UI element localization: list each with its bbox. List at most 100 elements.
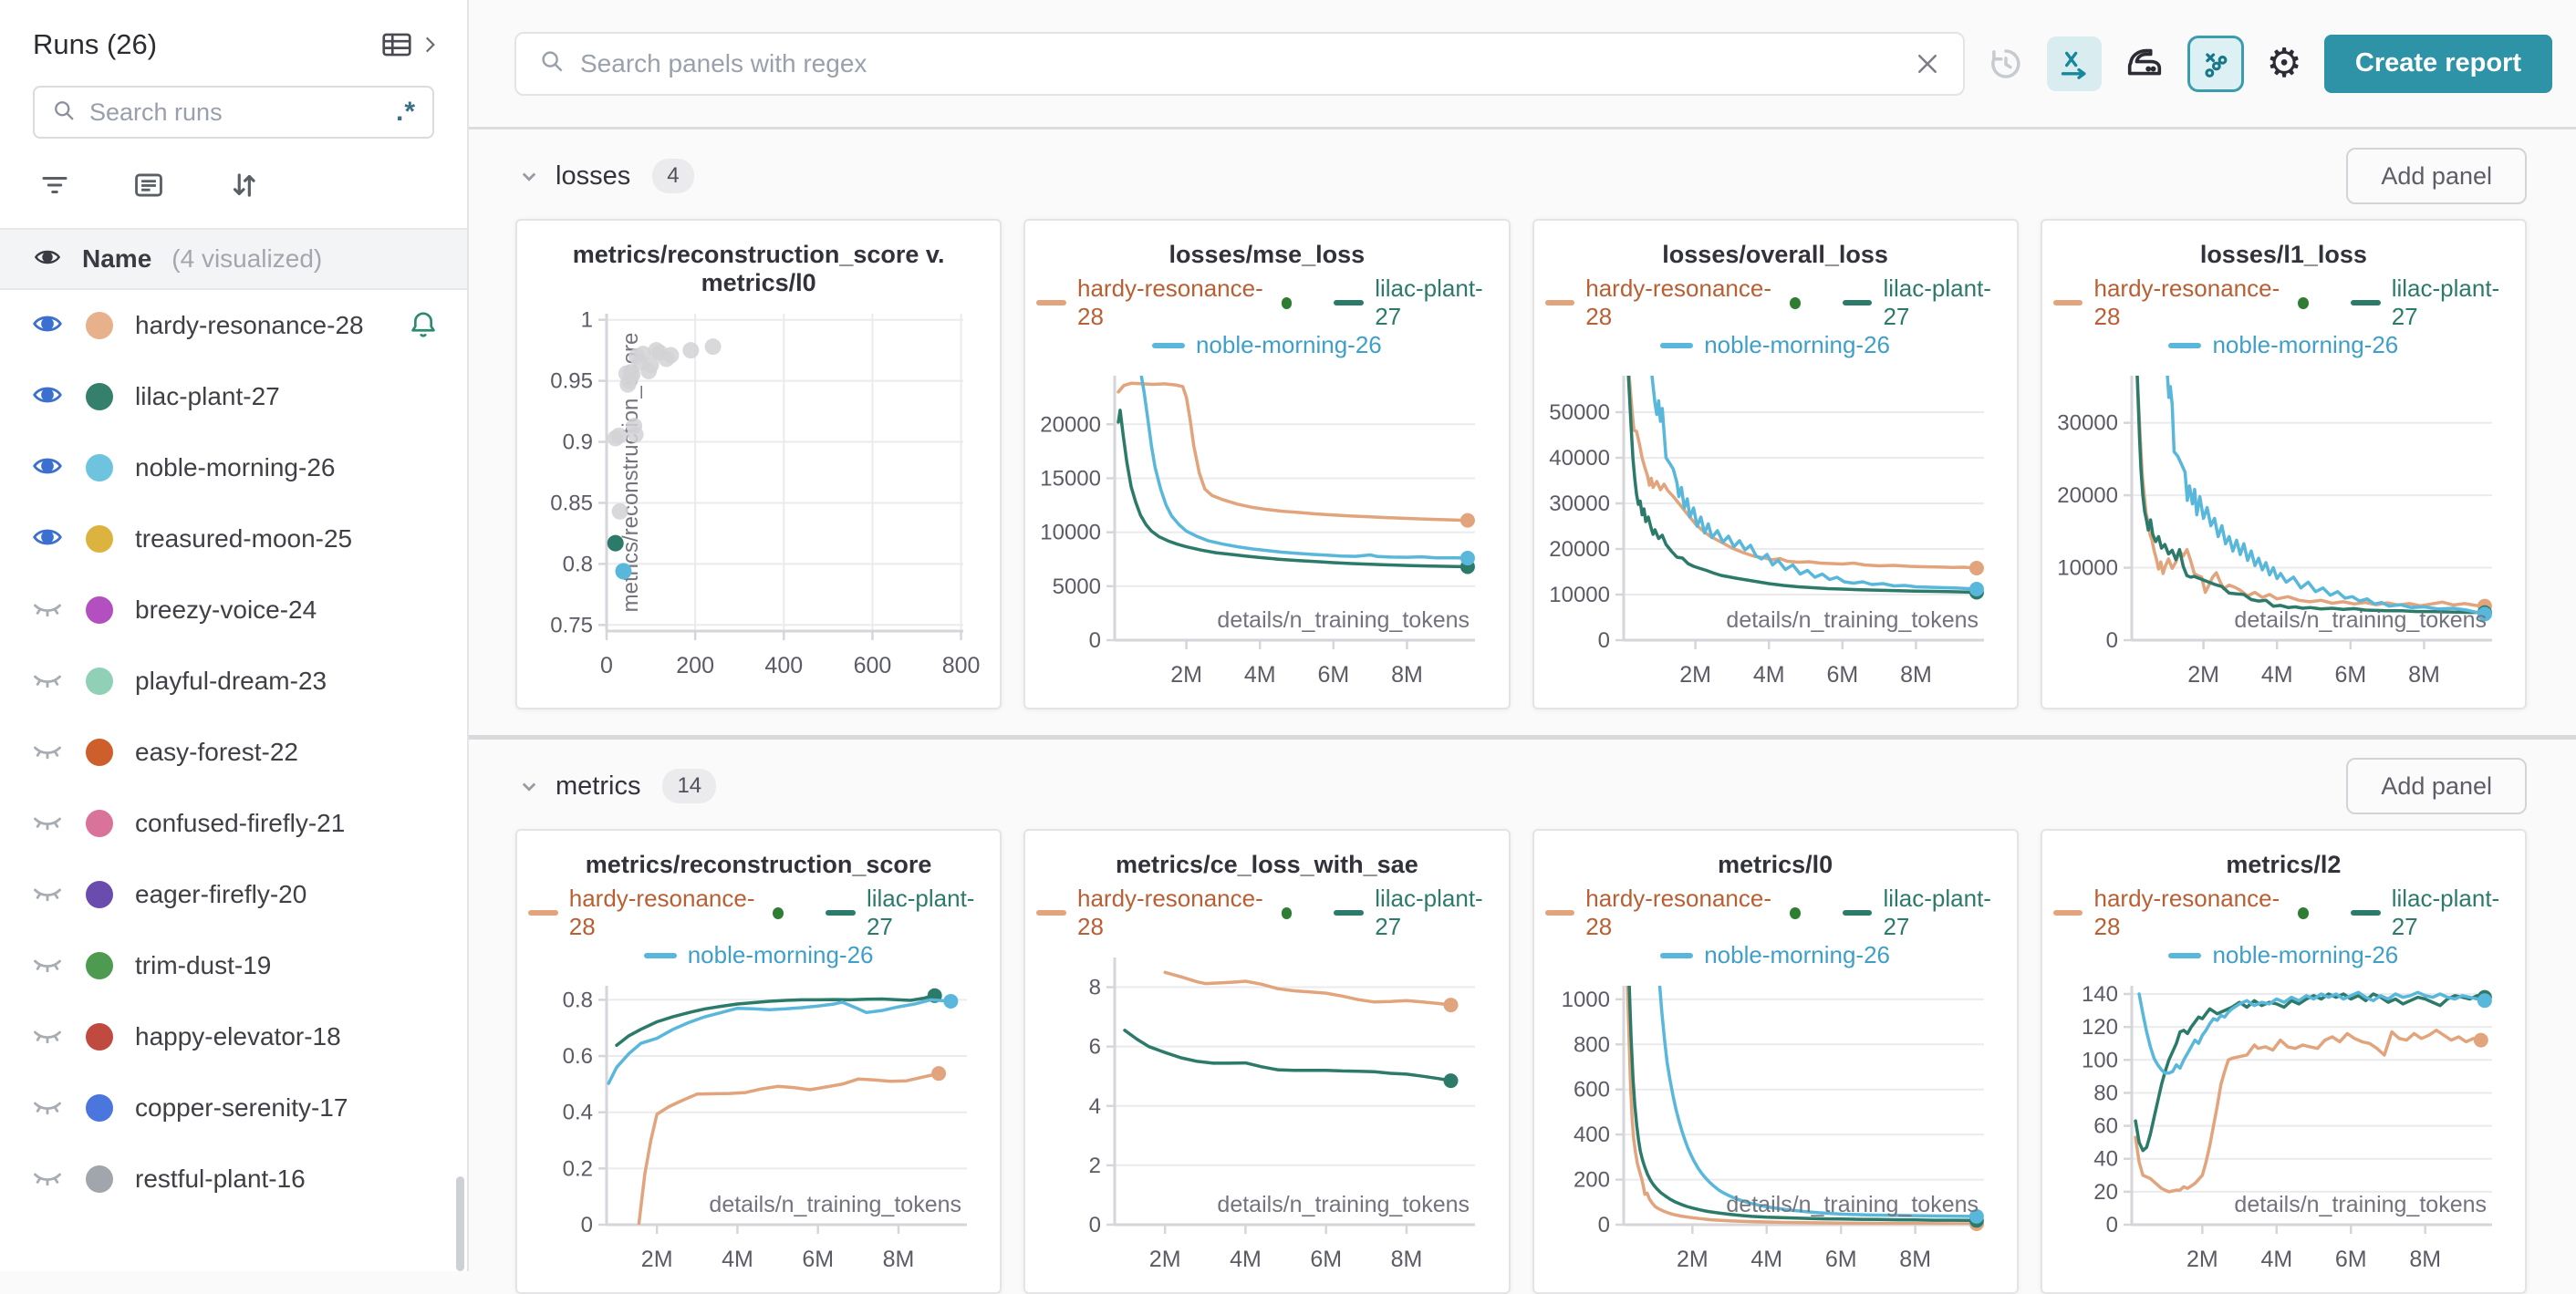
chart-canvas[interactable]: 0 10000 20000 30000 2M 4M 6M 8M details/n_traini…	[2053, 363, 2514, 700]
run-row[interactable]: treasured-moon-25	[0, 503, 467, 575]
section-name[interactable]: losses	[556, 160, 631, 191]
chart-canvas[interactable]: 0 5000 10000 15000 20000 2M 4M 6M 8M details/n_tr…	[1036, 363, 1497, 700]
eye-closed-icon[interactable]	[31, 1019, 64, 1056]
run-name[interactable]: eager-firefly-20	[135, 880, 307, 908]
run-row[interactable]: breezy-voice-24	[0, 575, 467, 646]
group-list-icon[interactable]	[131, 168, 166, 202]
svg-text:2M: 2M	[1679, 662, 1711, 688]
section-name[interactable]: metrics	[556, 771, 641, 801]
run-name[interactable]: hardy-resonance-28	[135, 311, 364, 339]
chart-canvas[interactable]: 0 10000 20000 30000 40000 50000 2M 4M 6M 8M detail…	[1545, 363, 2006, 700]
panel-title: losses/overall_loss	[1662, 241, 1888, 268]
eye-closed-icon[interactable]	[31, 805, 64, 843]
run-name[interactable]: playful-dream-23	[135, 667, 327, 695]
svg-text:0: 0	[581, 1213, 593, 1237]
run-row[interactable]: happy-elevator-18	[0, 1001, 467, 1072]
panel-card[interactable]: losses/overall_loss hardy-resonance-28 li…	[1532, 219, 2019, 709]
svg-text:600: 600	[854, 653, 892, 678]
show-outliers-icon[interactable]	[2187, 35, 2245, 92]
svg-text:8M: 8M	[1899, 1247, 1931, 1272]
run-color-dot	[86, 881, 113, 908]
section-divider[interactable]	[469, 735, 2576, 740]
run-row[interactable]: copper-serenity-17	[0, 1072, 467, 1144]
run-name[interactable]: happy-elevator-18	[135, 1022, 341, 1051]
sort-icon[interactable]	[226, 168, 261, 202]
svg-text:15000: 15000	[1041, 466, 1102, 491]
run-name[interactable]: lilac-plant-27	[135, 382, 280, 410]
svg-text:6: 6	[1089, 1035, 1101, 1060]
eye-closed-icon[interactable]	[31, 1161, 64, 1198]
panel-card[interactable]: metrics/reconstruction_score v. metrics/…	[515, 219, 1002, 709]
eye-open-icon[interactable]	[31, 450, 64, 487]
eye-closed-icon[interactable]	[31, 876, 64, 914]
chart-canvas[interactable]: 0 0.2 0.4 0.6 0.8 2M 4M 6M 8M details/n_training_…	[528, 973, 989, 1285]
run-name[interactable]: treasured-moon-25	[135, 524, 353, 553]
add-panel-button[interactable]: Add panel	[2346, 758, 2527, 814]
run-name[interactable]: restful-plant-16	[135, 1165, 306, 1193]
run-row[interactable]: hardy-resonance-28	[0, 290, 467, 361]
search-runs-input[interactable]: Search runs .*	[33, 86, 434, 139]
filter-icon[interactable]	[38, 169, 71, 202]
add-panel-button[interactable]: Add panel	[2346, 148, 2527, 204]
visibility-eye-icon[interactable]	[33, 243, 62, 276]
eye-closed-icon[interactable]	[31, 1090, 64, 1127]
eye-open-icon[interactable]	[31, 521, 64, 558]
expand-sidebar-chevron-icon[interactable]	[418, 33, 441, 57]
run-name[interactable]: easy-forest-22	[135, 738, 298, 766]
panel-card[interactable]: metrics/ce_loss_with_sae hardy-resonance…	[1023, 829, 1511, 1294]
settings-gear-icon[interactable]: ⚙	[2266, 40, 2302, 86]
chart-canvas[interactable]: 0 200 400 600 800 1000 2M 4M 6M 8M details/n_train…	[1545, 973, 2006, 1285]
run-name[interactable]: confused-firefly-21	[135, 809, 346, 837]
eye-open-icon[interactable]	[31, 307, 64, 345]
history-icon[interactable]	[1987, 45, 2025, 83]
run-row[interactable]: lilac-plant-27	[0, 361, 467, 432]
clear-search-icon[interactable]	[1914, 50, 1941, 78]
eye-open-icon[interactable]	[31, 378, 64, 416]
run-state-dot	[1789, 906, 1801, 919]
panel-card[interactable]: metrics/l2 hardy-resonance-28 lilac-plant…	[2040, 829, 2527, 1294]
run-row[interactable]: playful-dream-23	[0, 646, 467, 717]
run-state-dot	[773, 906, 784, 919]
panel-card[interactable]: metrics/reconstruction_score hardy-reson…	[515, 829, 1002, 1294]
chevron-down-icon[interactable]	[515, 772, 543, 800]
svg-text:details/n_training_tokens: details/n_training_tokens	[1726, 1192, 1979, 1217]
chart-canvas[interactable]: 0 20 40 60 80 100 120 140 2M 4M 6M 8M details/n_trai…	[2053, 973, 2514, 1285]
run-state-dot	[2298, 296, 2309, 309]
run-name[interactable]: noble-morning-26	[135, 453, 336, 481]
panel-card[interactable]: losses/l1_loss hardy-resonance-28 lilac-p…	[2040, 219, 2527, 709]
run-row[interactable]: trim-dust-19	[0, 930, 467, 1001]
eye-closed-icon[interactable]	[31, 663, 64, 700]
panel-card[interactable]: losses/mse_loss hardy-resonance-28 lilac-…	[1023, 219, 1511, 709]
regex-toggle[interactable]: .*	[395, 97, 416, 127]
run-row[interactable]: eager-firefly-20	[0, 859, 467, 930]
run-state-dot	[1281, 296, 1293, 309]
svg-text:4M: 4M	[2260, 1247, 2292, 1272]
search-panels-input[interactable]: Search panels with regex	[514, 31, 1966, 96]
run-row[interactable]: restful-plant-16	[0, 1144, 467, 1215]
chart-canvas[interactable]: 0 2 4 6 8 2M 4M 6M 8M details/n_training_tokens	[1036, 945, 1497, 1285]
chevron-down-icon[interactable]	[515, 162, 543, 190]
legend-run-name: noble-morning-26	[1704, 331, 1891, 358]
bell-icon[interactable]	[407, 309, 440, 342]
eye-closed-icon[interactable]	[31, 734, 64, 771]
svg-text:20000: 20000	[1041, 412, 1102, 437]
panel-card[interactable]: metrics/l0 hardy-resonance-28 lilac-plant…	[1532, 829, 2019, 1294]
legend-item: noble-morning-26	[1151, 331, 1382, 359]
eye-closed-icon[interactable]	[31, 592, 64, 629]
x-axis-settings-icon[interactable]	[2047, 36, 2103, 91]
smoothing-iron-icon[interactable]	[2124, 43, 2166, 85]
svg-text:6M: 6M	[802, 1247, 834, 1272]
create-report-button[interactable]: Create report	[2323, 34, 2552, 93]
run-name[interactable]: breezy-voice-24	[135, 595, 317, 624]
run-name[interactable]: trim-dust-19	[135, 951, 272, 979]
run-row[interactable]: easy-forest-22	[0, 717, 467, 788]
run-name[interactable]: copper-serenity-17	[135, 1093, 348, 1122]
run-row[interactable]: confused-firefly-21	[0, 788, 467, 859]
run-row[interactable]: noble-morning-26	[0, 432, 467, 503]
svg-text:details/n_training_tokens: details/n_training_tokens	[1218, 607, 1470, 633]
run-color-dot	[86, 668, 113, 695]
runs-table-icon[interactable]	[379, 27, 414, 62]
sidebar-scrollbar[interactable]	[456, 1176, 464, 1271]
eye-closed-icon[interactable]	[31, 947, 64, 985]
